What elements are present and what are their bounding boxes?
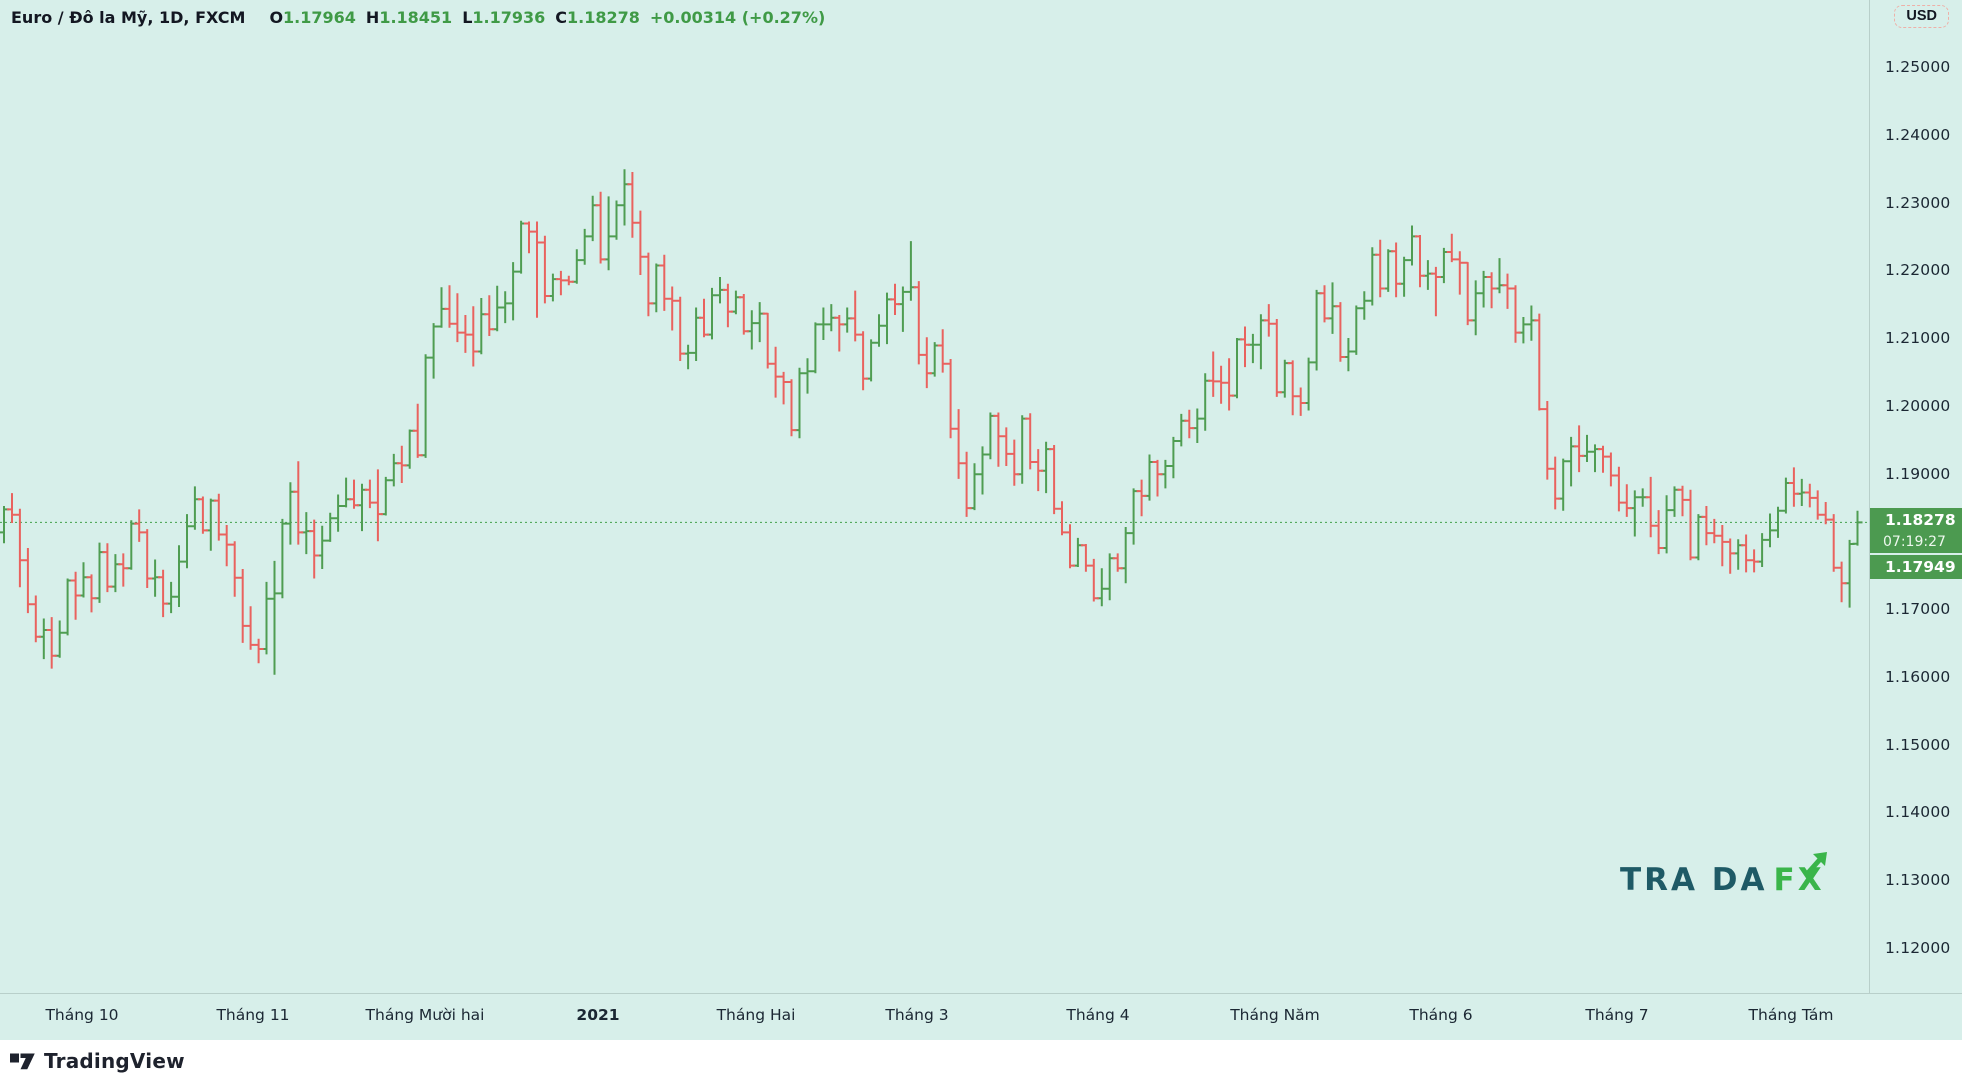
price-axis-label: 1.23000 (1885, 193, 1951, 212)
tradingview-brand-text: TradingView (44, 1049, 185, 1073)
secondary-price-badge: 1.17949 (1870, 555, 1962, 580)
chart-canvas[interactable]: Euro / Đô la Mỹ, 1D, FXCM O1.17964 H1.1845… (0, 0, 1868, 993)
watermark-text-dark: TRA DA (1620, 862, 1768, 898)
time-axis-label: Tháng 10 (45, 1006, 119, 1024)
low-label: L (462, 8, 473, 27)
price-axis-label: 1.14000 (1885, 803, 1951, 822)
open-value: 1.17964 (283, 8, 356, 27)
tradingview-icon (10, 1053, 35, 1070)
price-axis-label: 1.19000 (1885, 464, 1951, 483)
current-price-badge: 1.18278 07:19:27 (1870, 508, 1962, 554)
ohlc-bars-svg (0, 169, 1868, 675)
change-value: +0.00314 (+0.27%) (649, 8, 826, 27)
watermark-arrow-icon (1805, 852, 1827, 876)
currency-toggle-button[interactable]: USD (1894, 5, 1949, 28)
price-axis-label: 1.22000 (1885, 261, 1951, 280)
time-axis-label: Tháng 11 (216, 1006, 290, 1024)
open-label: O (269, 8, 284, 27)
time-axis[interactable]: Tháng 10 Tháng 11 Tháng Mười hai 2021 Tháng … (0, 993, 1962, 1040)
bar-countdown: 07:19:27 (1883, 534, 1946, 551)
current-price-value: 1.18278 (1885, 511, 1956, 530)
price-axis-label: 1.15000 (1885, 735, 1951, 754)
up-bars-path (0, 169, 1863, 675)
time-axis-label: Tháng 7 (1585, 1006, 1649, 1024)
time-axis-label: Tháng Hai (716, 1006, 796, 1024)
time-axis-label: Tháng 6 (1409, 1006, 1473, 1024)
close-label: C (555, 8, 568, 27)
price-axis-label: 1.25000 (1885, 58, 1951, 76)
low-value: 1.17936 (472, 8, 546, 27)
price-axis-label: 1.16000 (1885, 667, 1951, 686)
time-axis-label: Tháng 3 (885, 1006, 949, 1024)
tradingview-logo[interactable]: TradingView (10, 1049, 185, 1073)
time-axis-label: Tháng Tám (1748, 1006, 1834, 1024)
price-axis-label: 1.12000 (1885, 938, 1951, 957)
high-value: 1.18451 (379, 8, 453, 27)
price-axis-label: 1.24000 (1885, 125, 1951, 144)
price-axis-label: 1.17000 (1885, 600, 1951, 618)
down-bars-path (7, 172, 1847, 669)
price-axis-label: 1.21000 (1885, 329, 1951, 347)
time-axis-label: Tháng 4 (1066, 1006, 1130, 1024)
symbol-title: Euro / Đô la Mỹ, 1D, FXCM (11, 8, 246, 27)
price-axis-label: 1.20000 (1885, 396, 1951, 415)
price-axis-label: 1.13000 (1885, 871, 1951, 889)
time-axis-label: 2021 (576, 1006, 620, 1024)
symbol-legend: Euro / Đô la Mỹ, 1D, FXCM O1.17964 H1.1845… (11, 8, 825, 27)
price-axis[interactable]: 1.25000 1.24000 1.23000 1.22000 1.21000 1.200… (1869, 0, 1962, 1040)
high-label: H (365, 8, 380, 27)
time-axis-label: Tháng Mười hai (365, 1006, 485, 1024)
time-axis-label: Tháng Năm (1230, 1006, 1320, 1024)
footer-bar: TradingView (0, 1040, 1962, 1085)
close-value: 1.18278 (567, 8, 640, 27)
tradafx-watermark: TRA DA FX (1620, 852, 1827, 898)
